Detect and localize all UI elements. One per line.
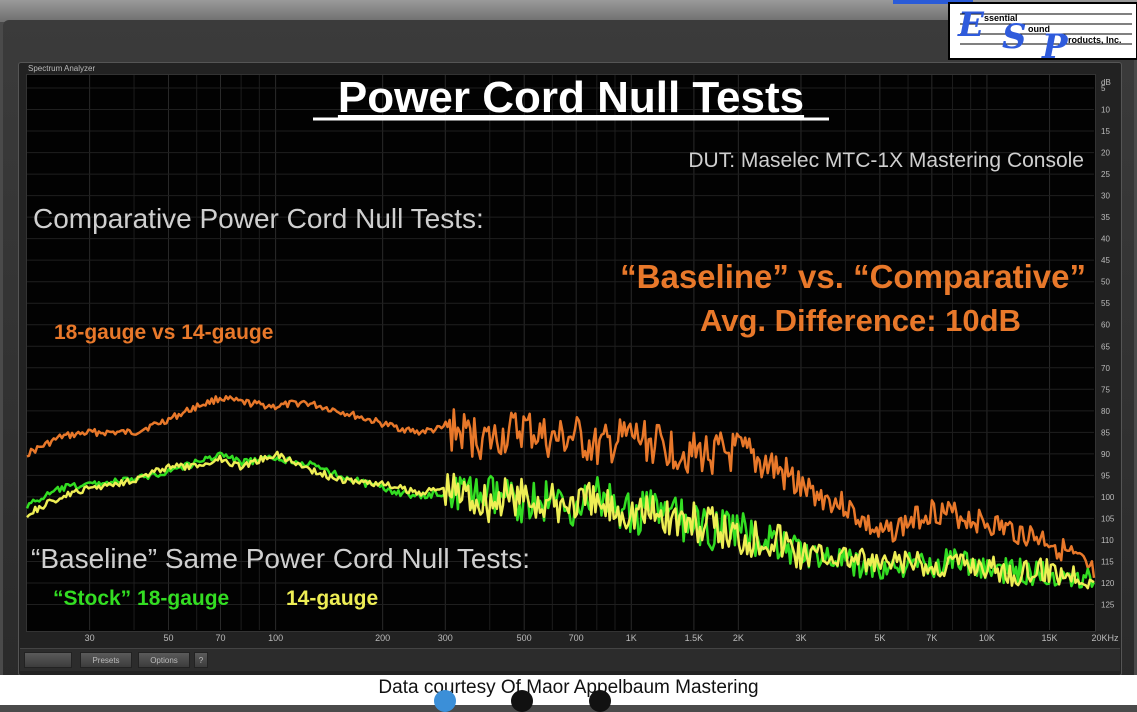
x-tick-label: 100 (268, 633, 283, 643)
x-tick-label: 700 (569, 633, 584, 643)
y-tick-label: 115 (1101, 557, 1114, 566)
chart-title: Power Cord Null Tests (338, 73, 804, 122)
logo-word-sound: ound (1028, 24, 1050, 34)
y-tick-label: 125 (1101, 601, 1115, 610)
y-tick-label: 65 (1101, 342, 1110, 351)
bottom-toolbar (20, 648, 1120, 671)
annotation-difference-line2: Avg. Difference: 10dB (700, 303, 1021, 338)
x-tick-label: 2K (733, 633, 744, 643)
esp-logo: E S P ssential ound roducts, Inc. (948, 2, 1137, 67)
y-tick-label: 80 (1101, 407, 1110, 416)
credit-strip (0, 675, 1137, 705)
x-tick-label: 200 (375, 633, 390, 643)
logo-word-essential: ssential (984, 13, 1018, 23)
x-tick-label: 70 (215, 633, 225, 643)
annotation-comparative-heading: Comparative Power Cord Null Tests: (33, 203, 484, 234)
indicator-dot-dark (511, 690, 533, 712)
y-tick-label: 40 (1101, 235, 1110, 244)
y-tick-label: 70 (1101, 364, 1110, 373)
x-tick-label: 1.5K (685, 633, 704, 643)
y-tick-label: 55 (1101, 299, 1110, 308)
options-button[interactable]: Options (138, 652, 190, 668)
panel-title: Spectrum Analyzer (28, 64, 96, 73)
series-line-comparative (26, 395, 1096, 579)
top-accent (893, 0, 973, 4)
logo-graphic: E S P ssential ound roducts, Inc. (957, 5, 1132, 67)
x-tick-label: 50 (164, 633, 174, 643)
y-tick-label: 85 (1101, 428, 1110, 437)
logo-letter-s: S (1002, 17, 1027, 57)
y-tick-label: 90 (1101, 450, 1110, 459)
credit-text: Data courtesy Of Maor Appelbaum Masterin… (378, 677, 759, 698)
x-tick-label: 7K (926, 633, 937, 643)
y-tick-label: 50 (1101, 278, 1110, 287)
y-tick-label: 5 (1101, 84, 1106, 93)
y-tick-label: 30 (1101, 192, 1110, 201)
x-tick-label: 5K (874, 633, 885, 643)
y-tick-label: 35 (1101, 213, 1110, 222)
y-tick-label: 25 (1101, 170, 1110, 179)
x-tick-label: 500 (517, 633, 532, 643)
series-line-gauge_14 (26, 450, 1095, 590)
annotation-baseline-heading: “Baseline” Same Power Cord Null Tests: (31, 543, 530, 574)
x-tick-label: 15K (1042, 633, 1058, 643)
x-tick-label: 1K (626, 633, 637, 643)
y-tick-label: 20 (1101, 149, 1110, 158)
plot-area (26, 74, 1096, 632)
y-tick-label: 60 (1101, 321, 1110, 330)
legend-stock-18-gauge: “Stock” 18-gauge (53, 587, 229, 610)
y-tick-label: 120 (1101, 579, 1115, 588)
y-tick-label: 15 (1101, 127, 1110, 136)
x-tick-label: 300 (438, 633, 453, 643)
y-unit-label: dB (1101, 78, 1111, 87)
top-bar (0, 0, 1137, 22)
help-button[interactable]: ? (194, 652, 208, 668)
annotation-difference-line1: “Baseline” vs. “Comparative” (620, 258, 1086, 295)
x-tick-label: 3K (795, 633, 806, 643)
legend-14-gauge: 14-gauge (286, 587, 378, 610)
indicator-dot-dark (589, 690, 611, 712)
indicator-dot-blue (434, 690, 456, 712)
presets-button[interactable]: Presets (80, 652, 132, 668)
logo-word-products: roducts, Inc. (1068, 35, 1122, 45)
annotation-comparative-label: 18-gauge vs 14-gauge (54, 321, 273, 344)
chart-subtitle: DUT: Maselec MTC-1X Mastering Console (688, 149, 1084, 172)
x-tick-label: 20KHz (1091, 633, 1119, 643)
y-tick-label: 10 (1101, 106, 1110, 115)
logo-letter-e: E (957, 5, 985, 45)
y-tick-label: 105 (1101, 514, 1115, 523)
y-tick-label: 110 (1101, 536, 1114, 545)
x-tick-label: 30 (85, 633, 95, 643)
y-tick-label: 95 (1101, 471, 1110, 480)
y-tick-label: 75 (1101, 385, 1110, 394)
toolbar-blank-button[interactable] (24, 652, 72, 668)
y-tick-label: 45 (1101, 256, 1110, 265)
x-tick-label: 10K (979, 633, 995, 643)
y-tick-label: 100 (1101, 493, 1115, 502)
